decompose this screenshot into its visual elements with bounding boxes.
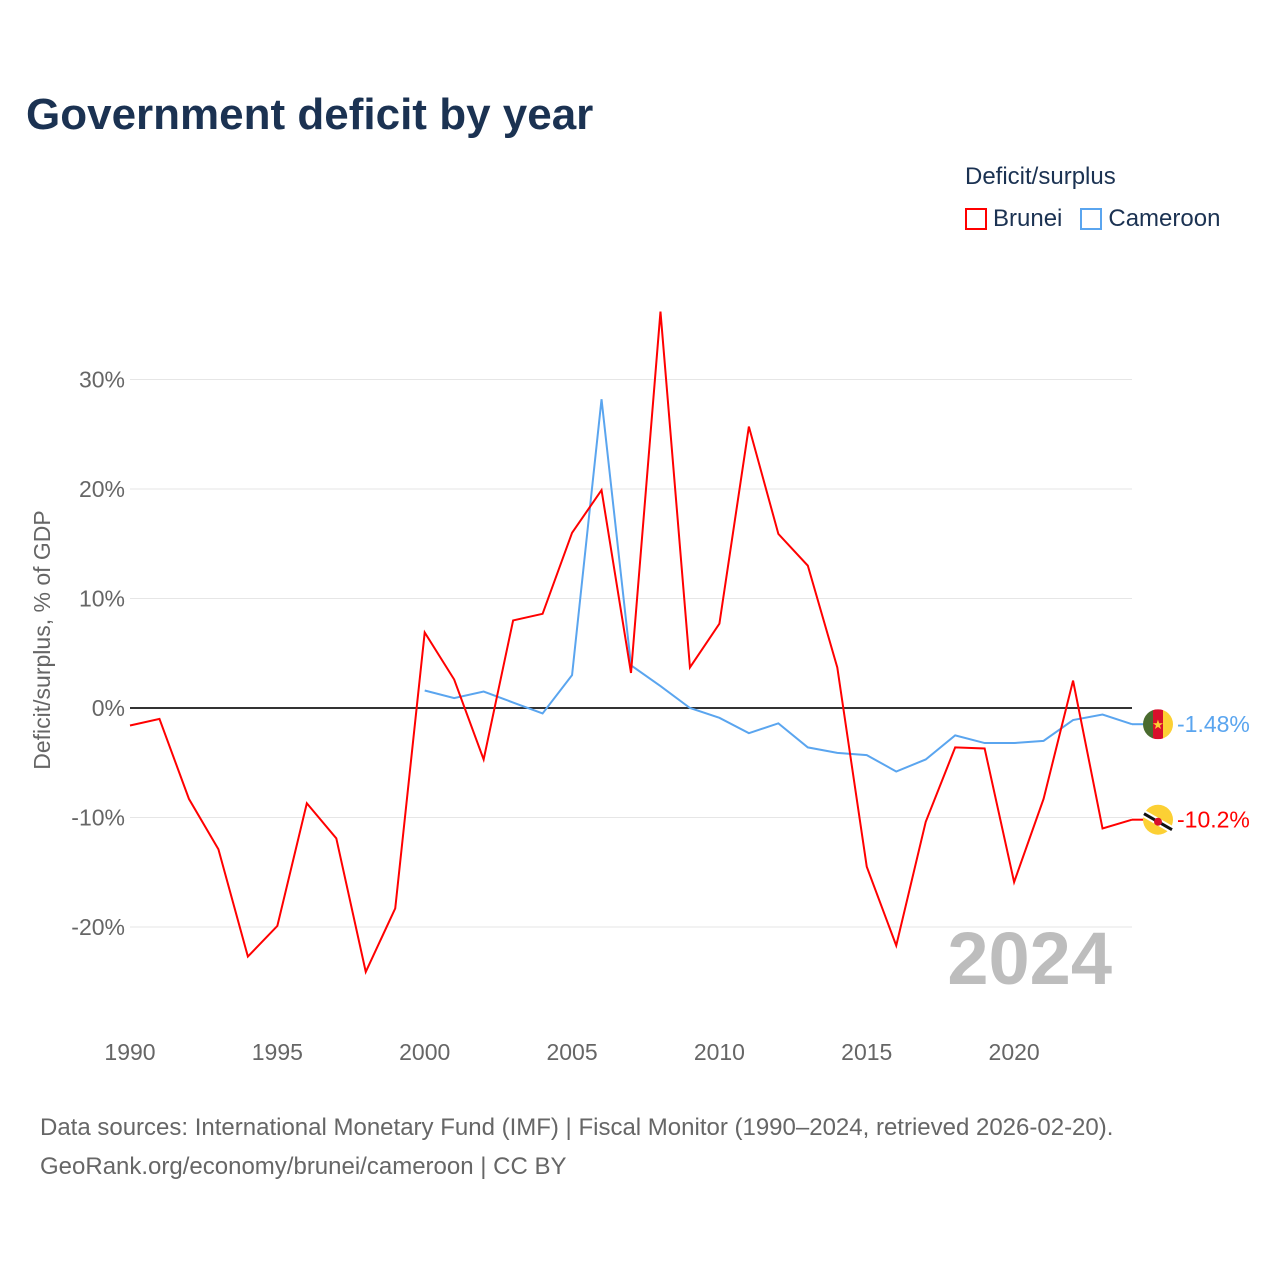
legend-swatch-brunei <box>965 208 987 230</box>
legend-item-cameroon[interactable]: Cameroon <box>1080 205 1220 233</box>
cameroon-flag-icon: ★ <box>1143 709 1173 740</box>
y-tick-label: -20% <box>71 914 125 940</box>
end-value-label: -1.48% <box>1177 711 1250 737</box>
svg-text:★: ★ <box>1152 717 1164 732</box>
legend-item-brunei[interactable]: Brunei <box>965 205 1062 233</box>
legend: Brunei Cameroon <box>965 205 1220 233</box>
series-line-brunei <box>129 311 1133 976</box>
legend-label: Cameroon <box>1108 205 1221 232</box>
x-tick-label: 2020 <box>989 1039 1040 1065</box>
y-axis-label: Deficit/surplus, % of GDP <box>29 510 55 769</box>
chart-title: Government deficit by year <box>26 90 594 139</box>
x-tick-label: 2015 <box>841 1039 892 1065</box>
x-tick-label: 2005 <box>546 1039 597 1065</box>
legend-label: Brunei <box>993 205 1063 232</box>
source-note: Data sources: International Monetary Fun… <box>40 1108 1113 1186</box>
y-tick-label: 30% <box>79 367 125 393</box>
source-line-2: GeoRank.org/economy/brunei/cameroon | CC… <box>40 1153 567 1180</box>
x-tick-label: 1990 <box>104 1039 155 1065</box>
legend-swatch-cameroon <box>1080 208 1103 230</box>
y-tick-label: -10% <box>71 805 125 831</box>
year-watermark: 2024 <box>947 917 1112 1000</box>
x-tick-label: 1995 <box>252 1039 303 1065</box>
x-tick-label: 2000 <box>399 1039 450 1065</box>
end-value-label: -10.2% <box>1177 807 1250 833</box>
series-line-cameroon <box>424 399 1133 773</box>
y-tick-label: 0% <box>92 695 125 721</box>
legend-title: Deficit/surplus <box>965 163 1116 190</box>
source-line-1: Data sources: International Monetary Fun… <box>40 1114 1114 1141</box>
y-tick-label: 20% <box>79 476 125 502</box>
brunei-flag-icon <box>1142 804 1174 835</box>
x-tick-label: 2010 <box>694 1039 745 1065</box>
y-tick-label: 10% <box>79 586 125 612</box>
